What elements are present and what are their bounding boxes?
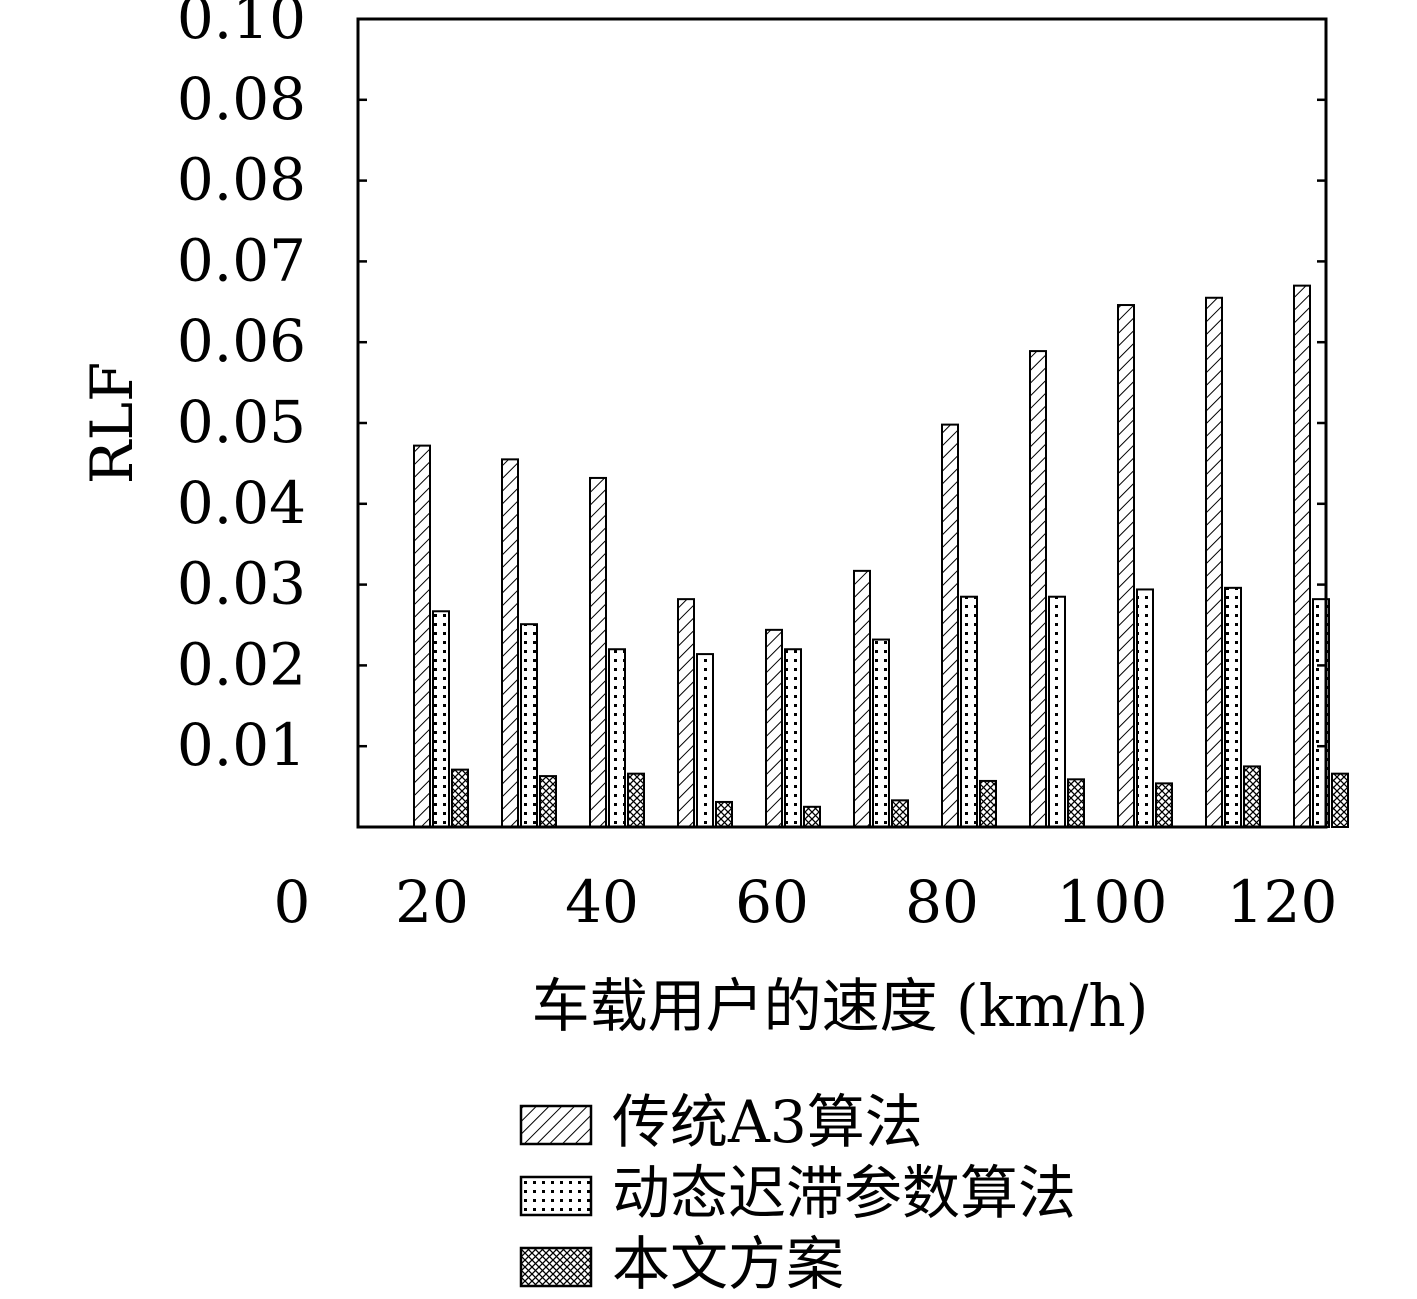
bars-layer: [413, 284, 1349, 829]
bar-series-0-cat-50: [677, 598, 695, 828]
bar-series-2-cat-100: [1155, 782, 1173, 828]
y-tick-label-2: 0.03: [177, 550, 306, 618]
bar-series-0-cat-70: [853, 569, 871, 828]
bar-series-2-cat-50: [715, 800, 733, 829]
y-tick-label-3: 0.04: [177, 469, 306, 537]
legend-swatch-0: [519, 1104, 593, 1146]
bar-series-0-cat-20: [413, 444, 431, 828]
bar-series-2-cat-70: [891, 799, 909, 828]
x-axis-ticks: 0 20 40 60 80 100 120: [274, 868, 1338, 936]
bar-series-1-cat-100: [1136, 588, 1154, 828]
x-tick-label-100: 100: [1057, 868, 1168, 936]
bar-series-2-cat-120: [1331, 772, 1349, 828]
legend-label-0: 传统A3算法: [612, 1088, 923, 1156]
bar-series-1-cat-50: [696, 653, 714, 829]
x-tick-label-20: 20: [395, 868, 469, 936]
bar-series-0-cat-90: [1029, 350, 1047, 828]
legend-swatch-2: [519, 1246, 593, 1288]
x-tick-label-60: 60: [735, 868, 809, 936]
bar-series-0-cat-40: [589, 476, 607, 828]
bar-series-1-cat-20: [432, 610, 450, 828]
bar-series-0-cat-30: [501, 458, 519, 828]
bar-series-0-cat-60: [765, 628, 783, 829]
x-axis-title: 车载用户的速度 (km/h): [532, 972, 1149, 1040]
bar-series-2-cat-80: [979, 779, 997, 828]
bar-series-1-cat-110: [1224, 586, 1242, 828]
legend-label-1: 动态迟滞参数算法: [612, 1159, 1076, 1227]
y-tick-label-0: 0.01: [177, 711, 306, 779]
bar-series-0-cat-80: [941, 423, 959, 828]
bar-series-2-cat-30: [539, 775, 557, 829]
y-tick-label-9: 0.10: [177, 0, 306, 52]
x-tick-label-40: 40: [565, 868, 639, 936]
legend-label-2: 本文方案: [612, 1230, 844, 1298]
legend-swatch-1: [519, 1175, 593, 1217]
bar-series-0-cat-120: [1293, 284, 1311, 828]
y-tick-label-4: 0.05: [177, 388, 306, 456]
y-tick-label-8: 0.08: [177, 65, 306, 133]
y-axis-title: RLF: [78, 362, 146, 484]
x-tick-label-120: 120: [1227, 868, 1338, 936]
bar-series-1-cat-80: [960, 595, 978, 828]
x-tick-label-80: 80: [905, 868, 979, 936]
y-tick-label-1: 0.02: [177, 630, 306, 698]
y-tick-label-7: 0.08: [177, 146, 306, 214]
bar-series-1-cat-30: [520, 623, 538, 829]
bar-series-2-cat-40: [627, 772, 645, 828]
bar-series-2-cat-20: [451, 768, 469, 829]
bar-series-1-cat-40: [608, 648, 626, 828]
bar-series-1-cat-90: [1048, 595, 1066, 828]
bar-series-2-cat-110: [1243, 765, 1261, 829]
bar-series-0-cat-100: [1117, 304, 1135, 829]
bar-series-1-cat-60: [784, 648, 802, 828]
y-tick-label-5: 0.06: [177, 307, 306, 375]
bar-series-1-cat-70: [872, 638, 890, 828]
bar-series-0-cat-110: [1205, 296, 1223, 828]
x-tick-label-0: 0: [274, 868, 311, 936]
y-axis-ticks: 0.01 0.02 0.03 0.04 0.05 0.06 0.07 0.08 0.08 0.10: [177, 0, 1326, 779]
y-tick-label-6: 0.07: [177, 226, 306, 294]
bar-series-2-cat-60: [803, 805, 821, 828]
bar-series-2-cat-90: [1067, 778, 1085, 829]
